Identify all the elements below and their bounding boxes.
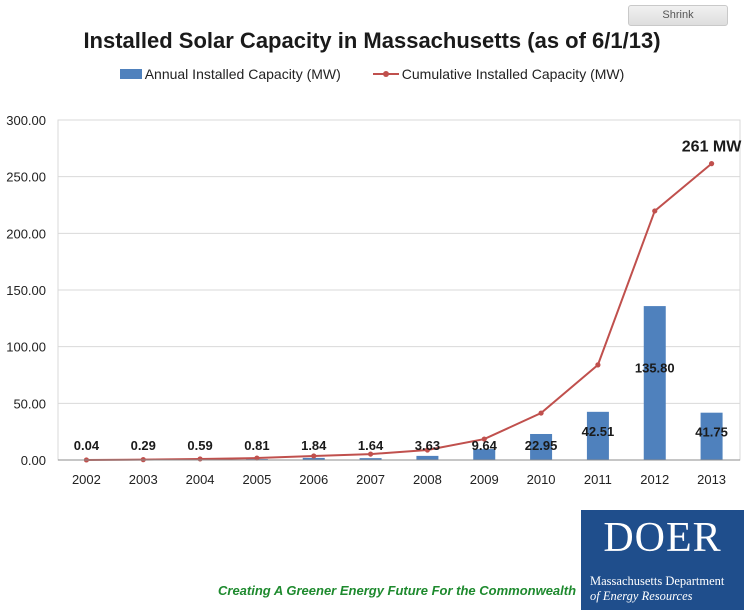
x-tick-label: 2012 (640, 472, 669, 487)
bar-data-label: 9.64 (472, 438, 498, 453)
x-tick-label: 2004 (186, 472, 215, 487)
bar-data-label: 41.75 (695, 425, 728, 440)
point-cumulative (367, 451, 374, 457)
logo-mark: DOER (603, 515, 722, 561)
shrink-button[interactable]: Shrink (628, 5, 728, 26)
bar-data-label: 3.63 (415, 438, 440, 453)
bar-data-label: 135.80 (635, 361, 675, 376)
legend-label-annual: Annual Installed Capacity (MW) (144, 66, 341, 82)
x-tick-label: 2002 (72, 472, 101, 487)
x-tick-label: 2005 (242, 472, 271, 487)
bar-data-label: 42.51 (582, 424, 615, 439)
line-cumulative (86, 162, 713, 461)
point-cumulative (538, 410, 544, 416)
x-tick-label: 2007 (356, 472, 385, 487)
x-tick-label: 2008 (413, 472, 442, 487)
bar-annual (700, 412, 723, 460)
doer-logo: DOER Massachusetts Department of Energy … (581, 510, 744, 610)
chart-title: Installed Solar Capacity in Massachusett… (83, 28, 661, 53)
y-tick-label: 0.00 (21, 453, 46, 468)
annotation-label: 261 MW (682, 139, 742, 156)
point-cumulative (424, 447, 431, 453)
legend-swatch-cumulative (372, 69, 399, 79)
bar-annual (416, 455, 439, 460)
logo-name-line1: Massachusetts Department (590, 574, 725, 588)
tagline: Creating A Greener Energy Future For the… (218, 583, 577, 598)
x-tick-label: 2010 (527, 472, 556, 487)
y-tick-label: 150.00 (6, 283, 46, 298)
point-cumulative (254, 455, 260, 461)
logo-name-line2: of Energy Resources (590, 589, 693, 603)
y-tick-label: 100.00 (6, 340, 46, 355)
bar-data-label: 0.04 (74, 438, 100, 453)
point-cumulative (481, 436, 487, 442)
bar-annual (359, 458, 382, 460)
legend-swatch-annual (119, 69, 142, 79)
legend-item-cumulative: Cumulative Installed Capacity (MW) (372, 66, 625, 82)
legend-item-annual: Annual Installed Capacity (MW) (119, 66, 341, 82)
bar-annual (302, 457, 325, 460)
x-tick-label: 2006 (299, 472, 328, 487)
bar-data-label: 0.29 (131, 438, 156, 453)
point-cumulative (595, 362, 601, 368)
bar-data-label: 0.81 (244, 438, 269, 453)
point-cumulative (311, 453, 317, 459)
x-tick-label: 2009 (470, 472, 499, 487)
bar-annual (530, 433, 553, 460)
bar-data-label: 1.84 (301, 438, 327, 453)
x-tick-label: 2003 (129, 472, 158, 487)
point-cumulative (708, 161, 715, 167)
logo-name: Massachusetts Department of Energy Resou… (590, 574, 740, 604)
point-cumulative (652, 208, 658, 214)
bar-annual (586, 411, 609, 460)
y-tick-label: 300.00 (6, 113, 46, 128)
bar-data-label: 1.64 (358, 438, 384, 453)
x-tick-label: 2013 (697, 472, 726, 487)
point-cumulative (197, 456, 203, 462)
bar-data-label: 0.59 (187, 438, 212, 453)
chart-plot: 0.00 50.00 100.00 150.00 200.00 250.00 300.00 2… (6, 113, 742, 487)
y-tick-label: 200.00 (6, 226, 46, 241)
y-tick-label: 50.00 (13, 396, 46, 411)
y-tick-label: 250.00 (6, 170, 46, 185)
legend-label-cumulative: Cumulative Installed Capacity (MW) (401, 66, 625, 82)
x-tick-label: 2011 (584, 472, 612, 487)
bar-data-label: 22.95 (525, 438, 558, 453)
chart-legend: Annual Installed Capacity (MW) Cumulativ… (0, 66, 744, 82)
bar-annual (643, 306, 666, 460)
bar-annual (473, 449, 496, 460)
